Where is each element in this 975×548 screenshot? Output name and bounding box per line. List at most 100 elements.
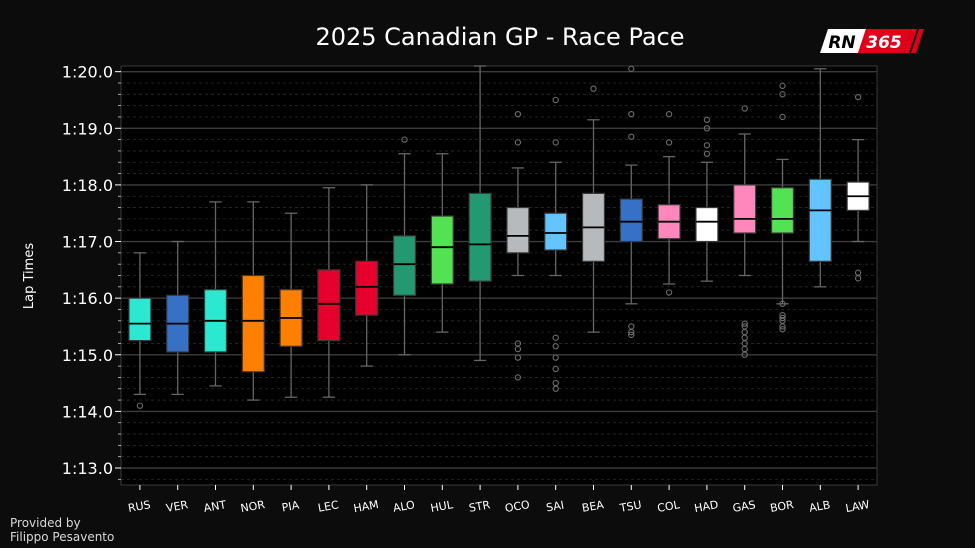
outlier-point	[779, 314, 786, 322]
x-tick-label: BOR	[769, 498, 795, 515]
outlier-point	[552, 96, 559, 104]
x-tick-label: PIA	[281, 499, 301, 515]
box-str	[468, 65, 492, 362]
outlier-point	[514, 139, 522, 146]
box-sai	[544, 96, 568, 392]
x-tick-label: ALO	[392, 498, 416, 515]
outlier-point	[741, 351, 748, 358]
iqr-box	[619, 198, 643, 243]
x-tick-label: HAD	[693, 498, 719, 515]
outlier-point	[779, 82, 786, 89]
outlier-point	[514, 110, 522, 118]
x-tick-label: BEA	[581, 498, 605, 515]
box-lec	[317, 187, 341, 398]
iqr-box	[468, 192, 492, 282]
box-alo	[392, 136, 417, 356]
box-plots	[128, 65, 870, 409]
x-tick-label: HUL	[430, 498, 455, 515]
outlier-point	[741, 105, 748, 112]
outlier-point	[703, 125, 711, 132]
x-tick-label: NOR	[239, 498, 266, 515]
box-law	[846, 93, 870, 282]
box-pia	[279, 212, 303, 398]
y-axis-label: Lap Times	[22, 243, 37, 309]
outlier-point	[552, 385, 559, 392]
outlier-point	[703, 142, 711, 149]
chart-title: 2025 Canadian GP - Race Pace	[315, 23, 684, 51]
outlier-point	[590, 85, 597, 92]
outlier-point	[779, 300, 786, 307]
box-had	[695, 116, 719, 282]
iqr-box	[241, 274, 265, 373]
outlier-point	[665, 110, 673, 118]
logo-left-plate	[820, 29, 866, 53]
x-tick-label: TSU	[618, 498, 643, 515]
x-tick-label: ALB	[808, 498, 831, 514]
box-oco	[506, 110, 530, 381]
iqr-box	[128, 297, 152, 342]
iqr-box	[544, 212, 568, 251]
outlier-point	[779, 113, 786, 121]
x-tick-label: RUS	[127, 498, 152, 515]
outlier-point	[703, 150, 711, 157]
box-ver	[166, 240, 190, 396]
outlier-point	[628, 110, 635, 118]
outlier-point	[552, 343, 559, 350]
box-bor	[770, 82, 795, 333]
outlier-point	[779, 323, 786, 330]
outlier-point	[628, 328, 635, 336]
outlier-point	[514, 374, 522, 381]
x-tick-label: ANT	[203, 498, 228, 515]
x-tick-label: STR	[468, 498, 492, 515]
iqr-box	[808, 178, 832, 262]
minor-gridlines	[118, 82, 877, 480]
outlier-point	[552, 139, 559, 146]
outlier-point	[514, 354, 522, 361]
y-axis-ticks: 1:13.0 1:14.0 1:15.0 1:16.0 1:17.0 1:18.0 1:19…	[62, 63, 121, 478]
iqr-box	[770, 187, 795, 234]
credit-line-1: Provided by	[10, 516, 81, 530]
credit-line-2: Filippo Pesavento	[10, 530, 114, 544]
y-tick-label: 1:18.0	[62, 176, 113, 195]
logo-stripe-1	[904, 29, 917, 53]
outlier-point	[552, 334, 559, 341]
x-tick-label: LAW	[844, 498, 870, 515]
outlier-point	[854, 275, 862, 282]
iqr-box	[506, 206, 530, 254]
y-tick-label: 1:14.0	[62, 402, 113, 421]
iqr-box	[695, 206, 719, 243]
outlier-point	[703, 116, 711, 123]
rn365-logo: RN 365	[820, 29, 924, 53]
outlier-point	[779, 91, 786, 98]
x-tick-label: LEC	[317, 498, 340, 514]
box-ham	[355, 184, 379, 367]
outlier-point	[628, 65, 635, 72]
box-nor	[241, 201, 265, 401]
logo-365-text: 365	[866, 33, 902, 53]
box-bea	[581, 85, 606, 333]
x-tick-label: SAI	[545, 499, 565, 515]
logo-right-plate	[858, 29, 912, 53]
y-tick-label: 1:20.0	[62, 63, 113, 82]
iqr-box	[430, 215, 454, 285]
x-tick-label: OCO	[504, 498, 531, 515]
logo-rn-text: RN	[828, 33, 855, 53]
outlier-point	[628, 331, 635, 339]
x-tick-label: VER	[165, 498, 189, 515]
x-tick-label: HAM	[353, 498, 380, 515]
y-tick-label: 1:15.0	[62, 346, 113, 365]
box-tsu	[619, 65, 643, 339]
y-tick-label: 1:17.0	[62, 233, 113, 252]
outlier-point	[628, 133, 635, 140]
outlier-point	[552, 365, 559, 373]
iqr-box	[317, 269, 341, 342]
box-gas	[733, 105, 757, 358]
box-rus	[128, 252, 152, 409]
outlier-point	[136, 402, 144, 409]
outlier-point	[741, 320, 748, 327]
iqr-box	[355, 260, 379, 316]
logo-stripe-2	[911, 29, 924, 53]
box-col	[657, 110, 681, 296]
x-axis-ticks: RUS VER ANT NOR PIA LEC HAM ALO HUL STR OCO SAI BEA T…	[127, 485, 871, 515]
